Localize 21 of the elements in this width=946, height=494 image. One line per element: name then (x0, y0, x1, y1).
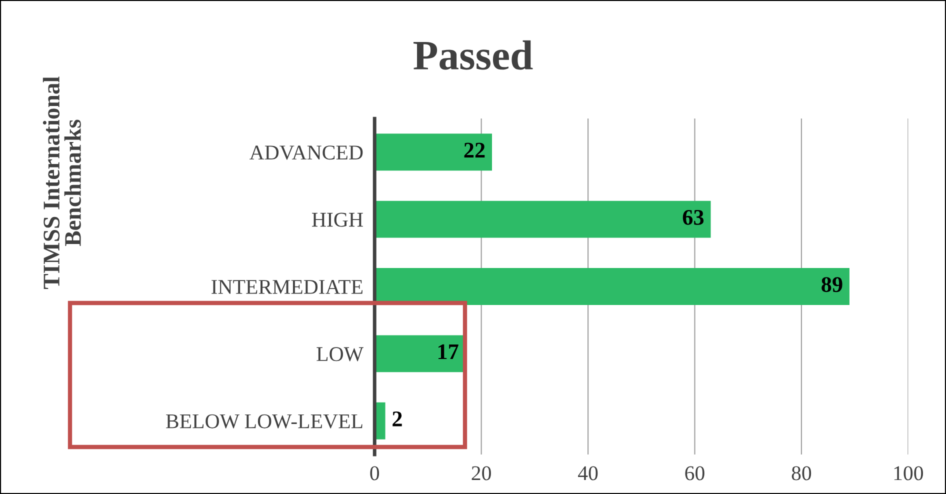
x-tick-label: 80 (792, 466, 812, 480)
bar (374, 200, 711, 238)
x-tick-label: 20 (472, 466, 491, 480)
y-axis-title: TIMSS International Benchmarks (42, 76, 81, 290)
x-tick-label: 60 (685, 466, 704, 480)
y-tick-label: HIGH (312, 212, 363, 227)
y-tick-label: BELOW LOW-LEVEL (166, 414, 362, 428)
y-tick-label: INTERMEDIATE (212, 280, 362, 294)
x-tick-label: 100 (894, 466, 923, 480)
bar (374, 268, 850, 305)
x-tick-label: 0 (370, 466, 380, 480)
y-tick-label: LOW (316, 347, 364, 362)
data-label: 89 (822, 277, 842, 292)
data-label: 22 (464, 142, 485, 158)
data-label: 2 (392, 412, 402, 426)
data-label: 63 (682, 210, 704, 225)
data-label: 17 (438, 344, 458, 360)
y-tick-label: ADVANCED (250, 146, 363, 160)
bar (374, 134, 492, 171)
chart-title: Passed (414, 40, 533, 70)
x-tick-label: 40 (578, 466, 598, 480)
